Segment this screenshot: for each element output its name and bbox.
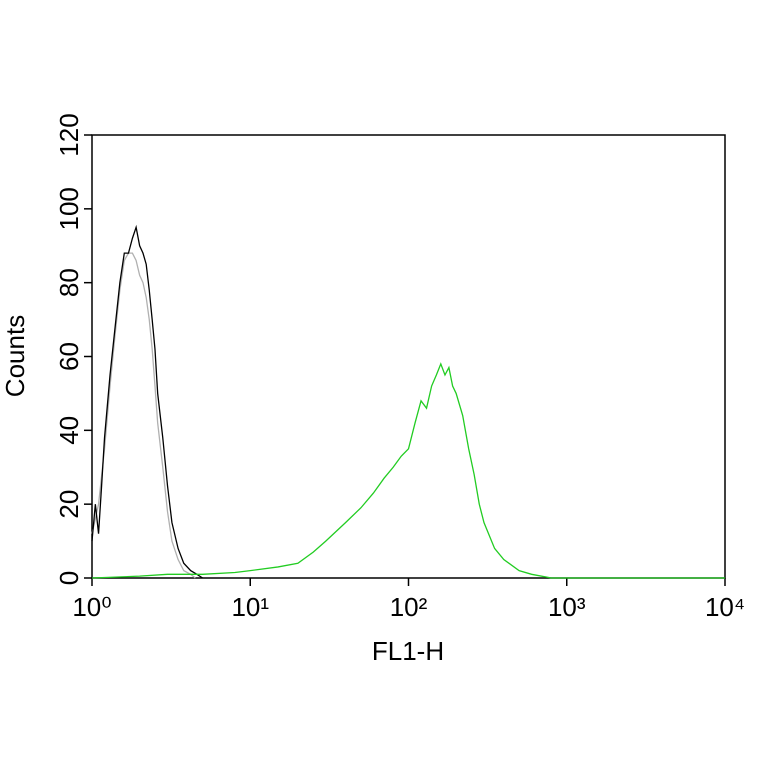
x-tick-label: 10² xyxy=(390,592,428,622)
x-tick-label: 10¹ xyxy=(231,592,269,622)
x-tick-label: 10³ xyxy=(548,592,586,622)
y-tick-label: 20 xyxy=(54,490,84,519)
y-tick-label: 100 xyxy=(54,187,84,230)
y-tick-label: 40 xyxy=(54,416,84,445)
y-tick-label: 60 xyxy=(54,342,84,371)
x-axis-title: FL1-H xyxy=(372,636,444,666)
y-tick-label: 120 xyxy=(54,113,84,156)
x-tick-label: 10⁰ xyxy=(72,592,111,622)
data-line xyxy=(91,362,725,579)
y-tick-label: 80 xyxy=(54,268,84,297)
data-line xyxy=(91,252,196,579)
y-axis-title: Counts xyxy=(0,315,30,397)
plot-frame xyxy=(91,134,726,579)
data-line xyxy=(91,224,203,579)
x-tick-label: 10⁴ xyxy=(705,592,745,622)
y-tick-label: 0 xyxy=(54,571,84,585)
